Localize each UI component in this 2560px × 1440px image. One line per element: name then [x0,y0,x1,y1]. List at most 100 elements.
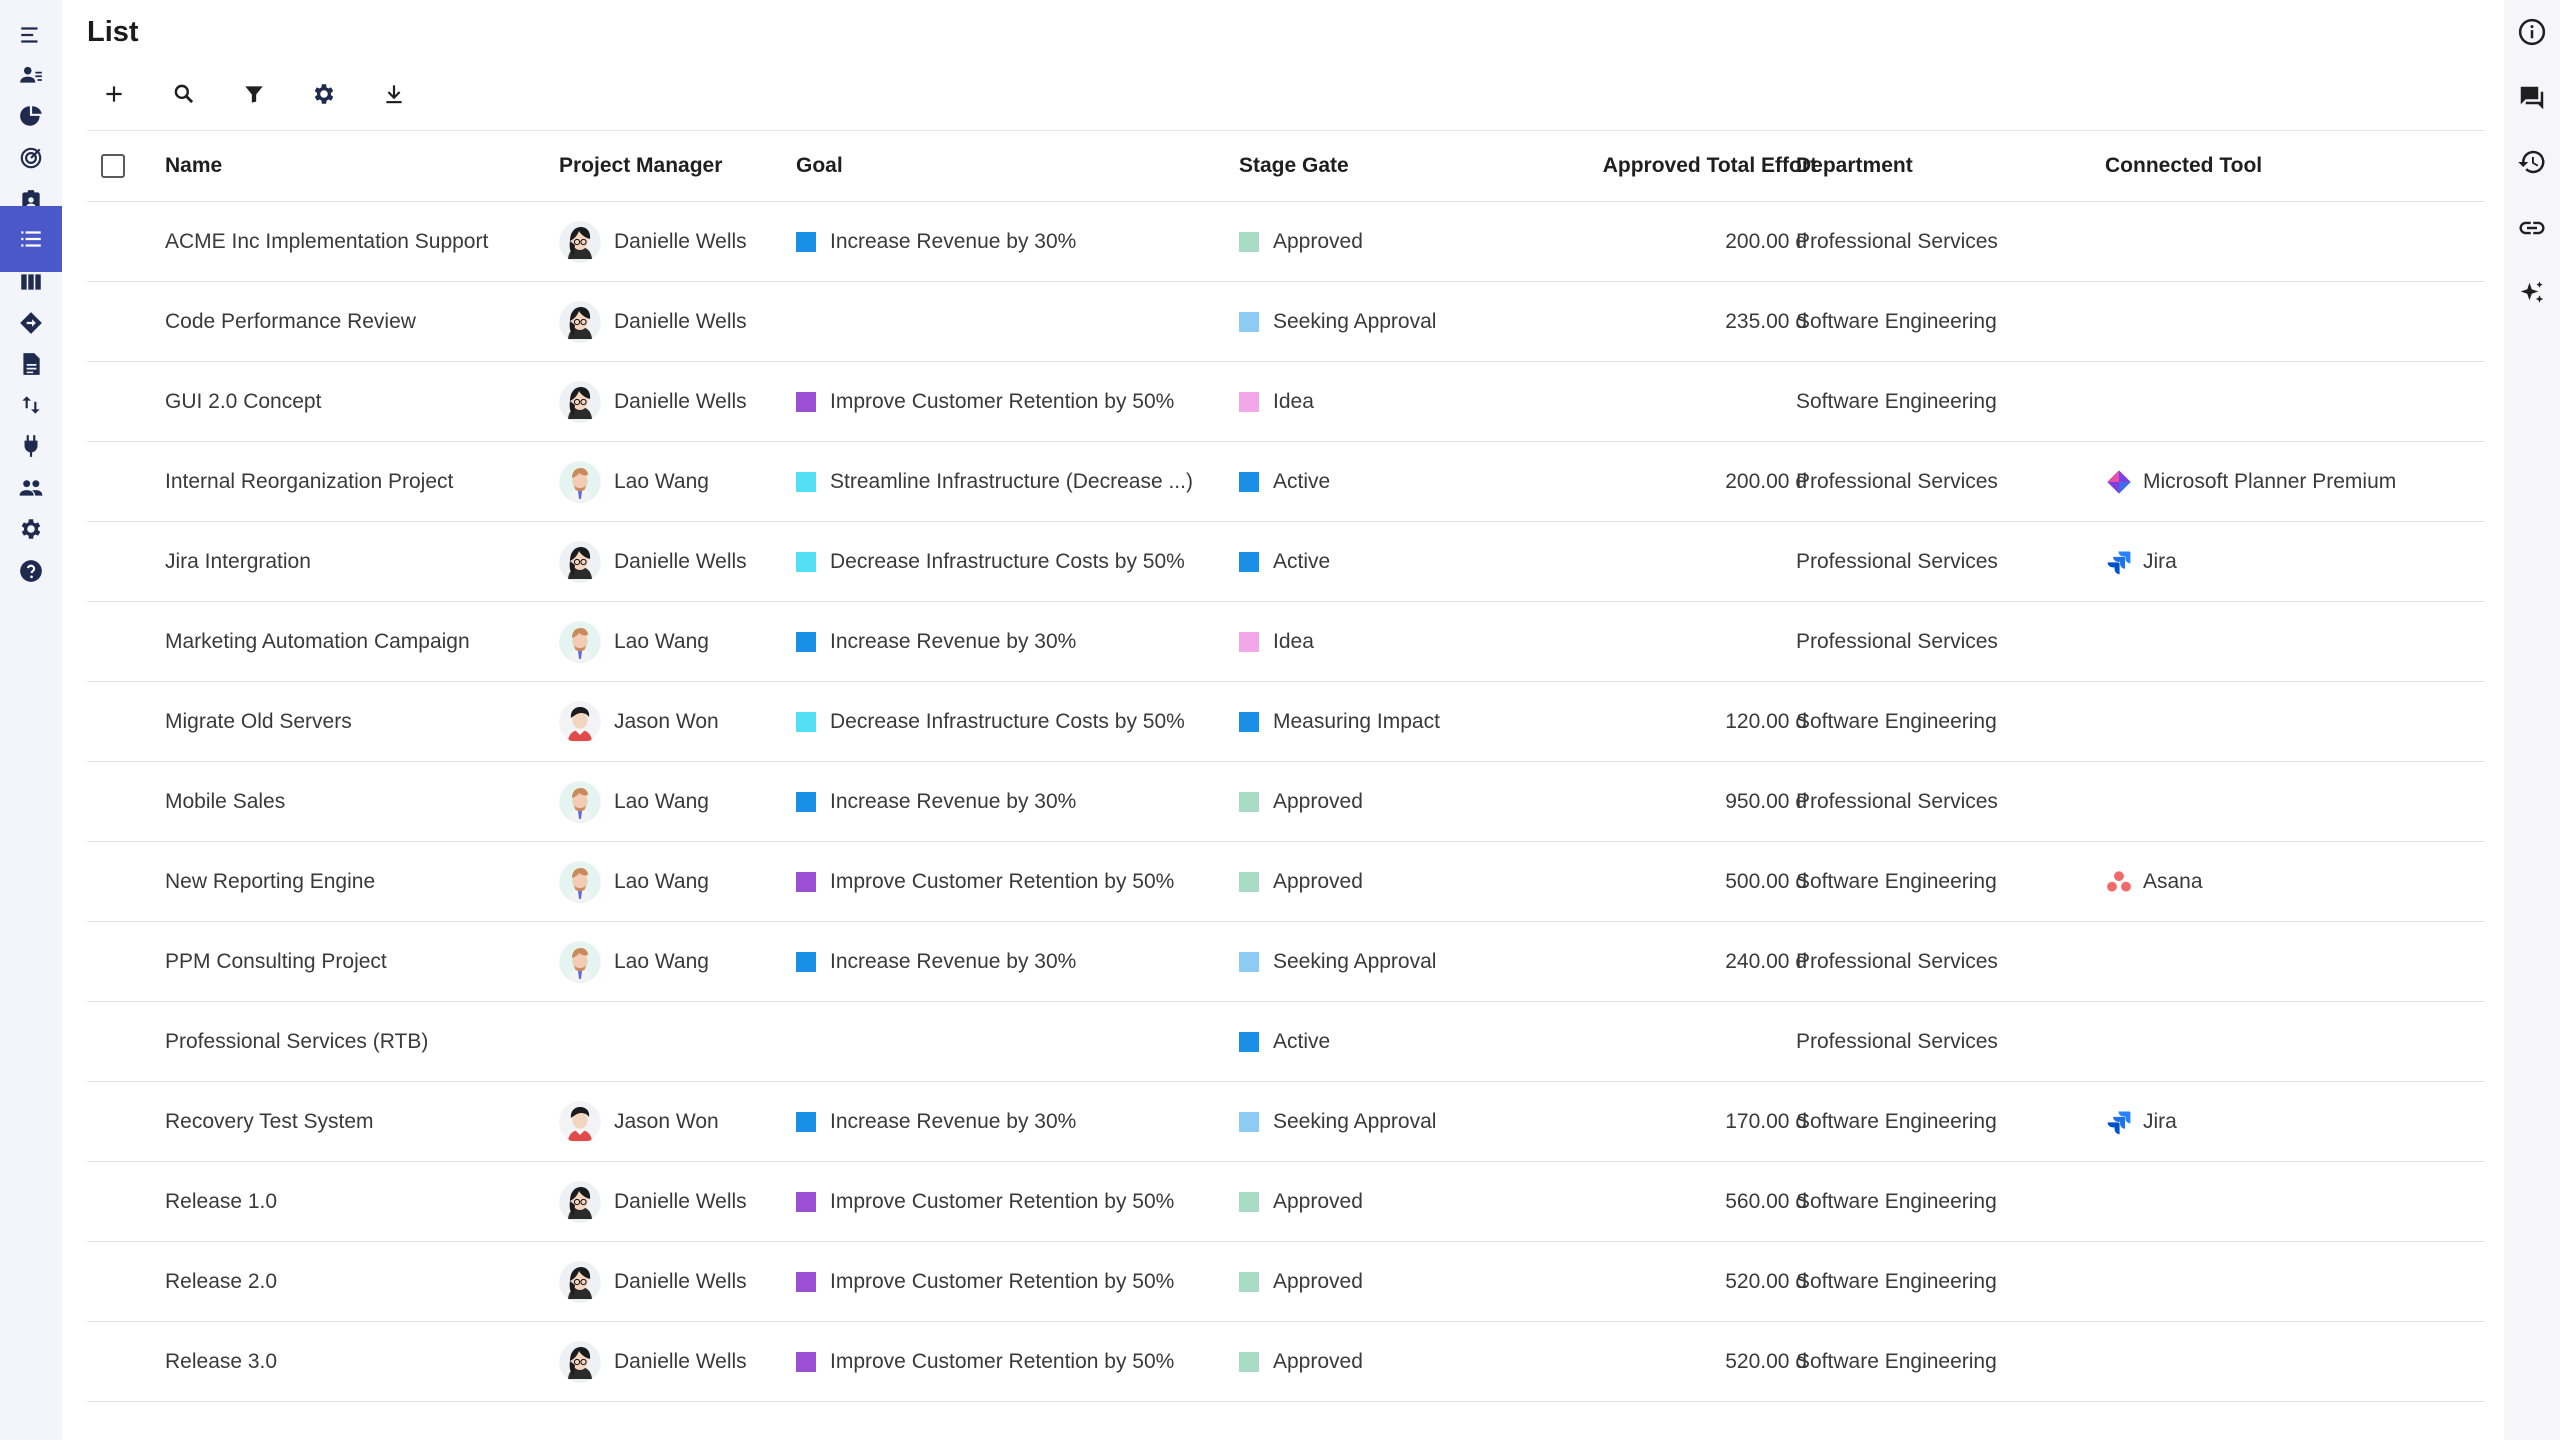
project-name[interactable]: Marketing Automation Campaign [165,629,470,653]
table-row[interactable]: Jira Intergration Danielle Wells Decrease … [87,522,2485,602]
nav-item-list[interactable] [0,206,62,272]
goal-label: Streamline Infrastructure (Decrease ...) [830,469,1193,493]
chat-button[interactable] [2504,70,2560,126]
goals-icon [18,145,44,171]
table-row[interactable]: Release 3.0 Danielle Wells Improve Custome… [87,1322,2485,1402]
link-button[interactable] [2504,200,2560,256]
project-name[interactable]: Jira Intergration [165,549,311,573]
column-header-connected-tool[interactable]: Connected Tool [2105,154,2263,177]
project-name[interactable]: PPM Consulting Project [165,949,387,973]
search-button[interactable] [157,72,227,116]
nav-item-help[interactable] [0,538,62,604]
goal-color-swatch [796,1271,816,1292]
project-manager-name: Danielle Wells [614,549,747,573]
stage-color-swatch [1239,631,1259,652]
stage-gate-label: Active [1273,1029,1331,1053]
add-button[interactable] [87,72,157,116]
nav-item-settings[interactable] [0,496,62,562]
project-name[interactable]: Internal Reorganization Project [165,469,454,493]
table-row[interactable]: New Reporting Engine Lao Wang Improve Cust… [87,842,2485,922]
project-manager-name: Jason Won [614,709,719,733]
sparkle-icon [2517,279,2547,309]
nav-item-document[interactable] [0,331,62,397]
filter-icon [227,81,267,107]
nav-item-goals[interactable] [0,125,62,191]
nav-item-board[interactable] [0,249,62,315]
goal-color-swatch [796,871,816,892]
nav-item-plugin[interactable] [0,413,62,479]
nav-item-resource[interactable] [0,42,62,108]
project-name[interactable]: Code Performance Review [165,309,416,333]
connected-tool-cell: Jira [2105,522,2177,601]
table-row[interactable]: Code Performance Review Danielle Wells See… [87,282,2485,362]
column-header-department[interactable]: Department [1796,154,1913,177]
project-name[interactable]: ACME Inc Implementation Support [165,229,489,253]
goal-label: Improve Customer Retention by 50% [830,1189,1175,1213]
filter-button[interactable] [227,72,297,116]
table-row[interactable]: Marketing Automation Campaign Lao Wang Inc… [87,602,2485,682]
table-row[interactable]: Release 1.0 Danielle Wells Improve Custome… [87,1162,2485,1242]
nav-item-sort[interactable] [0,372,62,438]
goal-cell: Decrease Infrastructure Costs by 50% [796,682,1185,761]
goal-color-swatch [796,391,816,412]
table-row[interactable]: ACME Inc Implementation Support Danielle … [87,202,2485,282]
goal-label: Improve Customer Retention by 50% [830,389,1175,413]
approved-total-effort [1517,522,1807,601]
column-header-stage-gate[interactable]: Stage Gate [1239,154,1349,177]
table-row[interactable]: Migrate Old Servers Jason Won Decrease Inf… [87,682,2485,762]
goal-cell: Increase Revenue by 30% [796,762,1076,841]
project-manager-cell: Danielle Wells [559,1322,747,1401]
department: Software Engineering [1796,709,1997,733]
stage-color-swatch [1239,871,1259,892]
project-manager-cell: Lao Wang [559,602,709,681]
project-name[interactable]: Recovery Test System [165,1109,374,1133]
project-name[interactable]: GUI 2.0 Concept [165,389,322,413]
select-all-checkbox[interactable] [101,154,125,178]
chat-icon [2517,83,2547,113]
table-row[interactable]: PPM Consulting Project Lao Wang Increase R… [87,922,2485,1002]
nav-item-people[interactable] [0,455,62,521]
connected-tool-name: Jira [2143,1109,2177,1133]
sparkle-button[interactable] [2504,266,2560,322]
stage-color-swatch [1239,311,1259,332]
connected-tool-name: Asana [2143,869,2203,893]
stage-gate-label: Approved [1273,1189,1363,1213]
table-row[interactable]: GUI 2.0 Concept Danielle Wells Improve Cus… [87,362,2485,442]
info-button[interactable] [2504,4,2560,60]
project-name[interactable]: Release 1.0 [165,1189,278,1213]
nav-item-dashboard[interactable] [0,84,62,150]
stage-gate-cell: Seeking Approval [1239,282,1436,361]
stage-gate-cell: Approved [1239,842,1363,921]
table-row[interactable]: Recovery Test System Jason Won Increase Re… [87,1082,2485,1162]
goal-cell: Improve Customer Retention by 50% [796,1162,1174,1241]
table-row[interactable]: Professional Services (RTB) Active Profess… [87,1002,2485,1082]
column-header-approved-total-effort[interactable]: Approved Total Effort [1602,154,1817,177]
toolbar [87,72,437,116]
goal-color-swatch [796,631,816,652]
column-header-goal[interactable]: Goal [796,154,843,177]
goal-label: Improve Customer Retention by 50% [830,1269,1175,1293]
department: Professional Services [1796,949,1998,973]
goal-label: Increase Revenue by 30% [830,949,1077,973]
goal-label: Improve Customer Retention by 50% [830,869,1175,893]
settings-button[interactable] [297,72,367,116]
department: Professional Services [1796,549,1998,573]
goal-cell: Increase Revenue by 30% [796,602,1076,681]
table-row[interactable]: Mobile Sales Lao Wang Increase Revenue by … [87,762,2485,842]
column-header-name[interactable]: Name [165,154,223,177]
project-manager-cell: Lao Wang [559,922,709,1001]
table-row[interactable]: Release 2.0 Danielle Wells Improve Custome… [87,1242,2485,1322]
table-row[interactable]: Internal Reorganization Project Lao Wang S… [87,442,2485,522]
column-header-project-manager[interactable]: Project Manager [559,154,723,177]
history-button[interactable] [2504,134,2560,190]
project-name[interactable]: Mobile Sales [165,789,286,813]
project-name[interactable]: Release 3.0 [165,1349,278,1373]
project-name[interactable]: Release 2.0 [165,1269,278,1293]
stage-color-swatch [1239,1271,1259,1292]
project-name[interactable]: New Reporting Engine [165,869,376,893]
download-button[interactable] [367,72,437,116]
project-name[interactable]: Migrate Old Servers [165,709,352,733]
project-name[interactable]: Professional Services (RTB) [165,1029,429,1053]
nav-item-roadmap[interactable] [0,290,62,356]
nav-item-menu[interactable] [0,2,62,68]
